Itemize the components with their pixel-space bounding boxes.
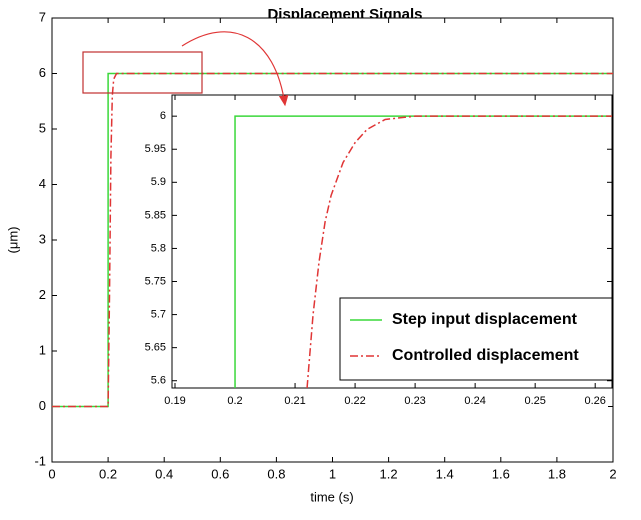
x-tick-label: 0.2 <box>99 466 117 481</box>
y-tick-label: 7 <box>39 9 46 24</box>
y-tick-label: 6 <box>160 110 166 122</box>
y-tick-label: 5.75 <box>145 275 166 287</box>
x-tick-label: 1.6 <box>492 466 510 481</box>
x-tick-label: 2 <box>609 466 616 481</box>
y-tick-label: 5.8 <box>151 242 166 254</box>
x-tick-label: 0.8 <box>267 466 285 481</box>
y-tick-label: 4 <box>39 176 46 191</box>
y-tick-label: 5.9 <box>151 176 166 188</box>
y-tick-label: 2 <box>39 287 46 302</box>
zoom-box <box>82 51 203 94</box>
line <box>306 115 612 388</box>
x-tick-label: 0.19 <box>164 395 185 407</box>
x-tick-label: 0 <box>48 466 55 481</box>
y-tick-label: 5 <box>39 120 46 135</box>
x-tick-label: 0.6 <box>211 466 229 481</box>
x-axis-label: time (s) <box>310 489 353 504</box>
x-tick-label: 0.24 <box>464 395 485 407</box>
x-tick-label: 0.25 <box>524 395 545 407</box>
x-tick-label: 0.23 <box>404 395 425 407</box>
x-tick-label: 0.21 <box>284 395 305 407</box>
y-tick-label: 5.65 <box>145 342 166 354</box>
y-tick-label: -1 <box>34 453 46 468</box>
y-tick-label: 1 <box>39 342 46 357</box>
y-tick-label: 5.6 <box>151 375 166 387</box>
x-tick-label: 0.22 <box>344 395 365 407</box>
y-tick-label: 5.7 <box>151 308 166 320</box>
line <box>234 115 612 388</box>
line <box>52 72 613 408</box>
x-tick-label: 1.2 <box>380 466 398 481</box>
x-tick-label: 0.26 <box>584 395 605 407</box>
y-tick-label: 3 <box>39 231 46 246</box>
y-tick-label: 5.95 <box>145 143 166 155</box>
y-tick-label: 0 <box>39 398 46 413</box>
x-tick-label: 0.4 <box>155 466 173 481</box>
y-axis-label: (μm) <box>5 227 20 254</box>
x-tick-label: 1 <box>329 466 336 481</box>
y-tick-label: 5.85 <box>145 209 166 221</box>
y-tick-label: 6 <box>39 65 46 80</box>
legend <box>339 297 613 381</box>
legend-label: Step input displacement <box>392 311 578 328</box>
x-tick-label: 1.4 <box>436 466 454 481</box>
legend-label: Controlled displacement <box>392 347 579 364</box>
zoom-arrow <box>181 31 289 107</box>
x-tick-label: 1.8 <box>548 466 566 481</box>
x-tick-label: 0.2 <box>227 395 242 407</box>
